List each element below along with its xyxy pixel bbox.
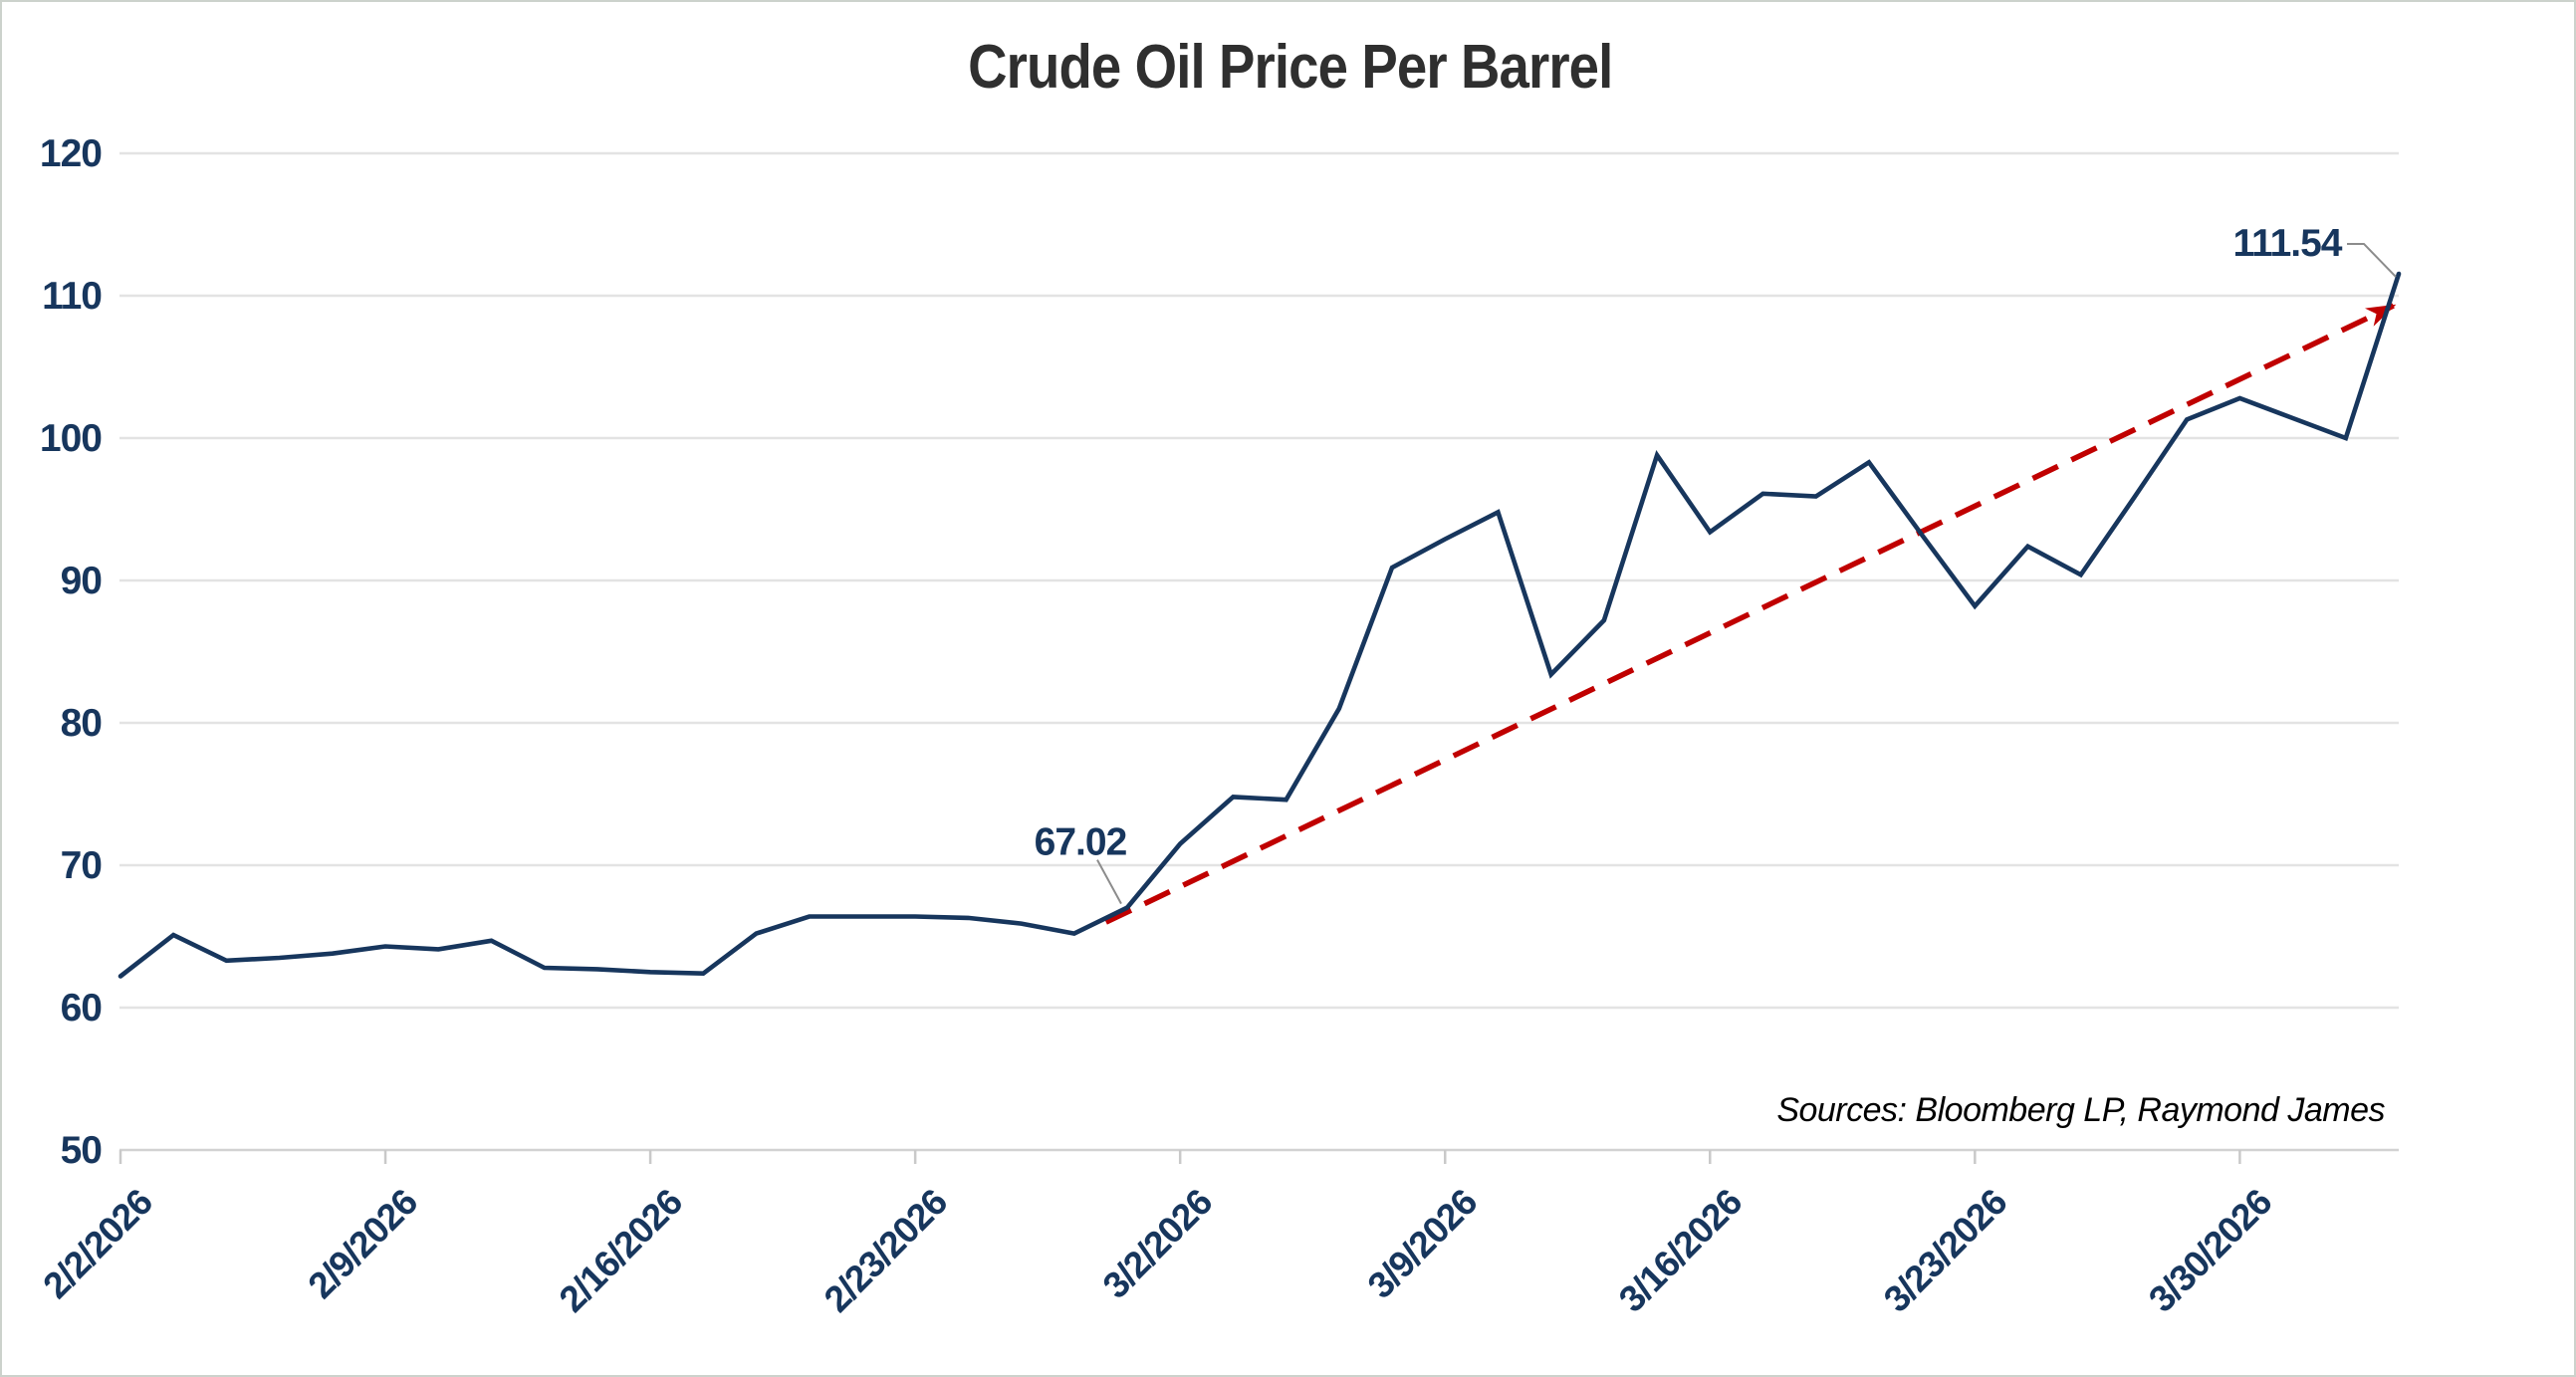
x-axis-label: 3/30/2026 bbox=[2141, 1181, 2279, 1319]
annotation-leader-line bbox=[2347, 242, 2397, 278]
chart-title: Crude Oil Price Per Barrel bbox=[2, 32, 2574, 103]
price-line bbox=[117, 271, 2402, 979]
trend-line bbox=[1104, 303, 2397, 925]
y-axis-label: 80 bbox=[61, 702, 103, 745]
y-axis-label: 60 bbox=[61, 987, 103, 1030]
x-axis-label: 3/2/2026 bbox=[1095, 1181, 1220, 1305]
y-axis-label: 110 bbox=[42, 275, 102, 318]
y-axis-label: 100 bbox=[40, 417, 102, 460]
x-axis-label: 2/9/2026 bbox=[301, 1181, 425, 1305]
y-axis-label: 120 bbox=[40, 132, 102, 175]
y-axis-label: 70 bbox=[61, 844, 103, 887]
x-axis-label: 3/16/2026 bbox=[1611, 1181, 1750, 1319]
x-axis-label: 2/23/2026 bbox=[817, 1181, 955, 1319]
annotation-label: 67.02 bbox=[1035, 821, 1127, 864]
annotation-leader-line bbox=[1096, 859, 1122, 905]
x-axis-label: 3/23/2026 bbox=[1876, 1181, 2014, 1319]
x-axis-label: 3/9/2026 bbox=[1360, 1181, 1485, 1305]
source-note: Sources: Bloomberg LP, Raymond James bbox=[1776, 1091, 2385, 1129]
y-axis-label: 90 bbox=[61, 560, 103, 602]
x-axis-label: 2/2/2026 bbox=[35, 1181, 159, 1305]
y-axis-label: 50 bbox=[61, 1129, 103, 1172]
chart-title-text: Crude Oil Price Per Barrel bbox=[967, 33, 1613, 102]
x-axis-label: 2/16/2026 bbox=[552, 1181, 690, 1319]
annotation-label: 111.54 bbox=[2233, 222, 2343, 265]
